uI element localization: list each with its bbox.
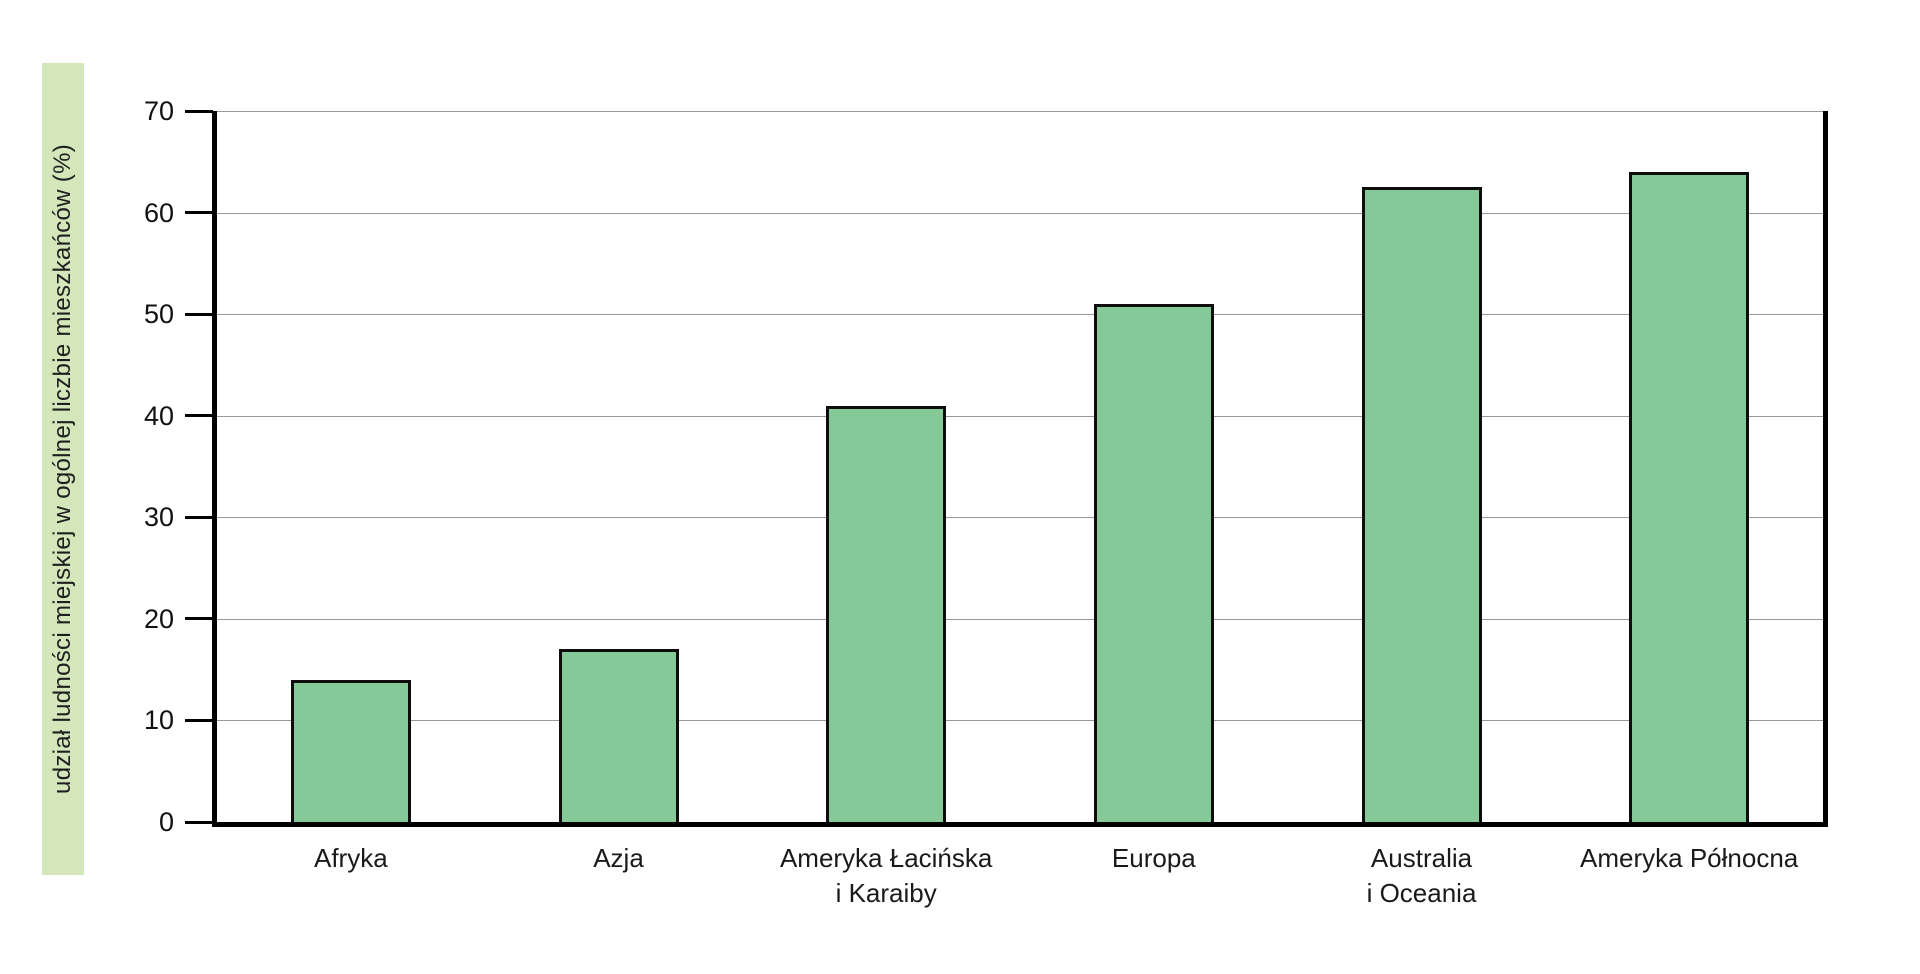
y-axis-tick bbox=[185, 515, 213, 519]
x-category-label: Azja bbox=[593, 843, 644, 873]
y-axis-tick-label: 50 bbox=[143, 299, 174, 330]
y-axis-tick-label: 70 bbox=[143, 96, 174, 126]
plot-area: 0 10 20 30 40 50 60 70 Afryka Azja Ameryka Łacińsk… bbox=[144, 96, 1828, 908]
x-category-label: Europa bbox=[1111, 843, 1196, 873]
x-category-label: Australia i Oceania bbox=[1366, 843, 1477, 908]
y-axis-tick-label: 60 bbox=[143, 197, 174, 228]
x-category-label: Ameryka Północna bbox=[1580, 843, 1799, 873]
bar-ameryka-aci-ska bbox=[826, 405, 947, 822]
y-axis-tick bbox=[185, 211, 213, 215]
y-axis-tick bbox=[185, 414, 213, 418]
y-axis-title-strip: udział ludności miejskiej w ogólnej licz… bbox=[42, 63, 84, 875]
y-axis-title: udział ludności miejskiej w ogólnej licz… bbox=[49, 144, 76, 794]
gridline bbox=[217, 212, 1823, 214]
y-axis-tick-label: 40 bbox=[143, 400, 174, 431]
y-axis-tick-label: 30 bbox=[143, 502, 174, 533]
gridline bbox=[217, 415, 1823, 417]
gridline bbox=[217, 720, 1823, 722]
gridline bbox=[217, 314, 1823, 316]
x-category-label: Afryka bbox=[313, 843, 388, 873]
bar-azja bbox=[558, 649, 679, 822]
gridline bbox=[217, 111, 1823, 112]
y-axis-tick bbox=[185, 617, 213, 621]
bar-afryka bbox=[290, 679, 411, 822]
bar-australia bbox=[1361, 187, 1482, 822]
y-axis-tick bbox=[185, 109, 213, 113]
y-axis-tick bbox=[185, 820, 213, 824]
y-axis-tick-label: 10 bbox=[143, 705, 174, 736]
x-category-label: Ameryka Łacińska i Karaiby bbox=[779, 843, 993, 908]
bar-ameryka-p-nocna bbox=[1629, 171, 1750, 822]
y-axis-tick-label: 20 bbox=[143, 603, 174, 634]
y-axis-tick bbox=[185, 312, 213, 316]
y-axis-tick bbox=[185, 718, 213, 722]
y-axis-tick-label: 0 bbox=[158, 807, 174, 837]
gridline bbox=[217, 618, 1823, 620]
gridline bbox=[217, 517, 1823, 519]
bar-europa bbox=[1093, 304, 1214, 822]
